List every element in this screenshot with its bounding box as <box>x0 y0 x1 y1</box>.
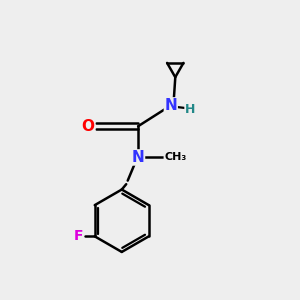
Text: F: F <box>74 229 83 243</box>
Text: CH₃: CH₃ <box>164 152 186 162</box>
Text: O: O <box>82 119 95 134</box>
Text: N: N <box>132 150 145 165</box>
Text: H: H <box>185 103 195 116</box>
Text: N: N <box>164 98 177 113</box>
